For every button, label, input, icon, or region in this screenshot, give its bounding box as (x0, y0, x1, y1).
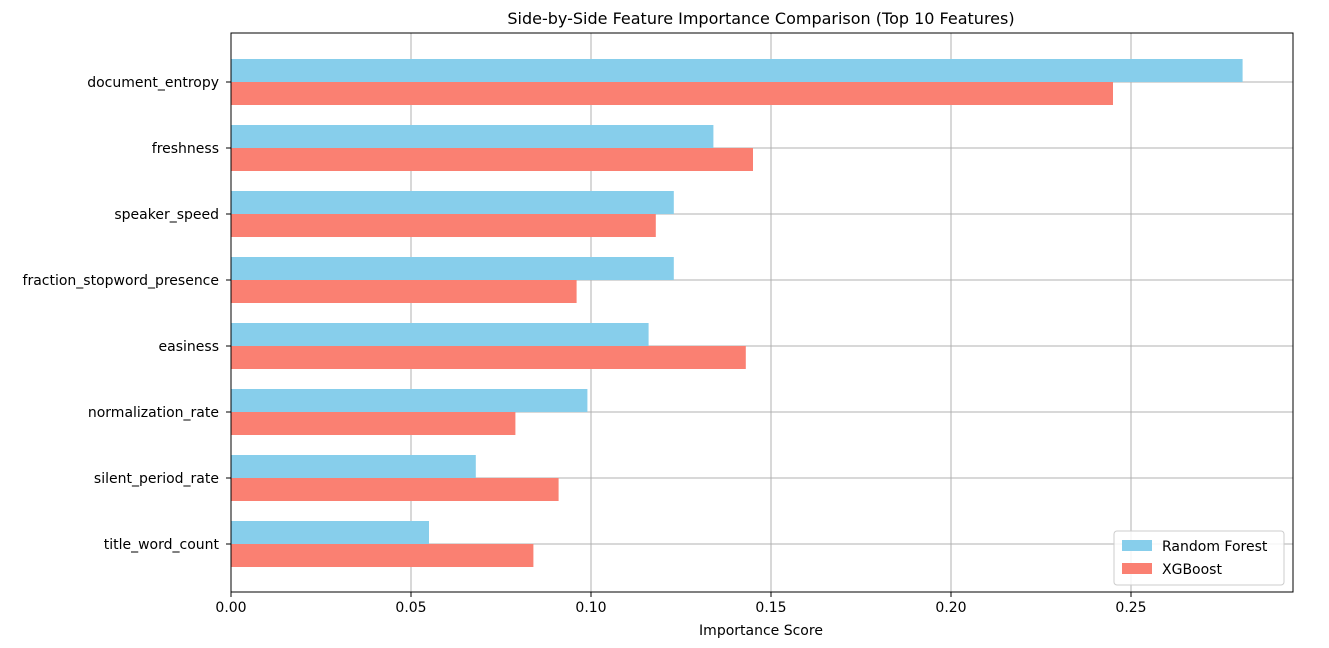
x-tick-label: 0.00 (215, 600, 246, 616)
bar-xgboost (231, 346, 746, 369)
x-tick-label: 0.25 (1115, 600, 1146, 616)
legend: Random Forest XGBoost (1113, 530, 1285, 586)
category-label: silent_period_rate (94, 471, 219, 487)
bar-random-forest (231, 455, 476, 478)
x-tick-label: 0.10 (575, 600, 606, 616)
legend-label: XGBoost (1162, 562, 1222, 578)
bar-xgboost (231, 478, 559, 501)
x-axis-label: Importance Score (699, 623, 823, 639)
plot-frame (230, 32, 1294, 593)
bar-xgboost (231, 148, 753, 171)
category-label: title_word_count (104, 537, 220, 553)
bar-random-forest (231, 59, 1243, 82)
bar-xgboost (231, 214, 656, 237)
bar-random-forest (231, 191, 674, 214)
category-label: easiness (159, 339, 219, 355)
bar-xgboost (231, 280, 577, 303)
category-label: speaker_speed (114, 207, 219, 223)
bar-random-forest (231, 125, 714, 148)
bar-random-forest (231, 389, 588, 412)
bars (231, 59, 1243, 567)
chart-title: Side-by-Side Feature Importance Comparis… (507, 9, 1014, 28)
bar-random-forest (231, 323, 649, 346)
grid-lines (230, 33, 1293, 592)
x-tick-label: 0.05 (395, 600, 426, 616)
category-label: freshness (152, 141, 219, 157)
bar-random-forest (231, 521, 429, 544)
axes: 0.00 0.05 0.10 0.15 0.20 0.25 document_entropy… (23, 32, 1294, 616)
x-tick-label: 0.15 (755, 600, 786, 616)
x-tick-label: 0.20 (935, 600, 966, 616)
legend-swatch (1122, 563, 1152, 574)
category-label: fraction_stopword_presence (23, 273, 219, 289)
category-label: normalization_rate (88, 405, 219, 421)
bar-xgboost (231, 412, 516, 435)
legend-label: Random Forest (1162, 539, 1268, 555)
bar-xgboost (231, 544, 534, 567)
legend-swatch (1122, 540, 1152, 551)
category-label: document_entropy (87, 75, 219, 91)
bar-random-forest (231, 257, 674, 280)
bar-xgboost (231, 82, 1113, 105)
legend-box (1113, 530, 1285, 586)
